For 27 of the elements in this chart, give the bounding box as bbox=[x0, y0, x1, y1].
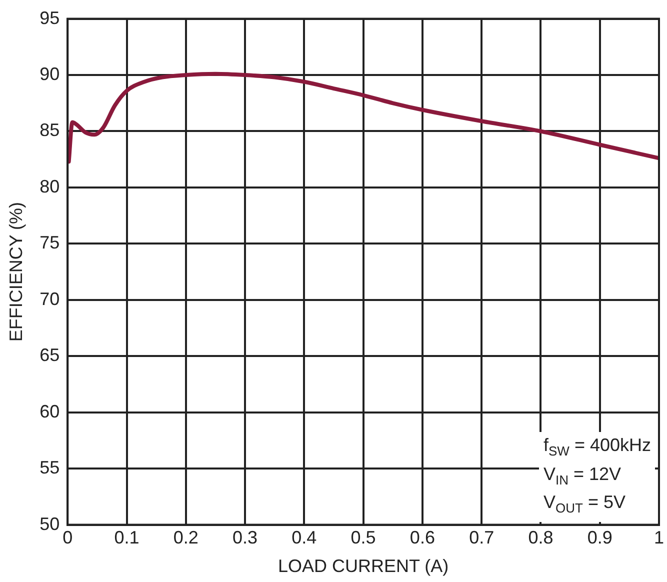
x-tick-label: 0 bbox=[62, 528, 73, 548]
y-axis-title: EFFICIENCY (%) bbox=[6, 202, 26, 342]
y-tick-label: 80 bbox=[40, 176, 60, 196]
x-tick-label: 0.8 bbox=[528, 528, 554, 548]
y-tick-label: 55 bbox=[40, 458, 60, 478]
annotation: V$_{IN}$ = 12V bbox=[543, 462, 622, 490]
y-tick-label: 95 bbox=[40, 8, 60, 28]
y-tick-label: 65 bbox=[40, 345, 60, 366]
y-tick-label: 60 bbox=[40, 401, 60, 422]
x-tick-label: 0.4 bbox=[292, 528, 317, 548]
x-tick-label: 0.9 bbox=[587, 528, 612, 548]
x-tick-label: 0.6 bbox=[410, 528, 435, 548]
annotation: f$_{SW}$ = 400kHz bbox=[543, 434, 651, 461]
x-tick-label: 1 bbox=[654, 528, 664, 548]
x-tick-label: 0.1 bbox=[114, 528, 140, 548]
x-axis-title: LOAD CURRENT (A) bbox=[278, 556, 449, 576]
line-series bbox=[68, 72, 659, 164]
x-tick-label: 0.2 bbox=[173, 528, 198, 548]
x-tick-label: 0.5 bbox=[350, 528, 376, 548]
y-tick-label: 85 bbox=[40, 120, 60, 140]
annotation: V$_{OUT}$ = 5V bbox=[543, 491, 626, 518]
y-tick-label: 75 bbox=[40, 232, 60, 253]
x-tick-label: 0.3 bbox=[232, 528, 258, 548]
y-tick-label: 90 bbox=[40, 64, 60, 84]
y-tick-label: 50 bbox=[40, 514, 60, 534]
x-tick-label: 0.7 bbox=[469, 528, 494, 548]
y-tick-label: 70 bbox=[40, 288, 60, 309]
